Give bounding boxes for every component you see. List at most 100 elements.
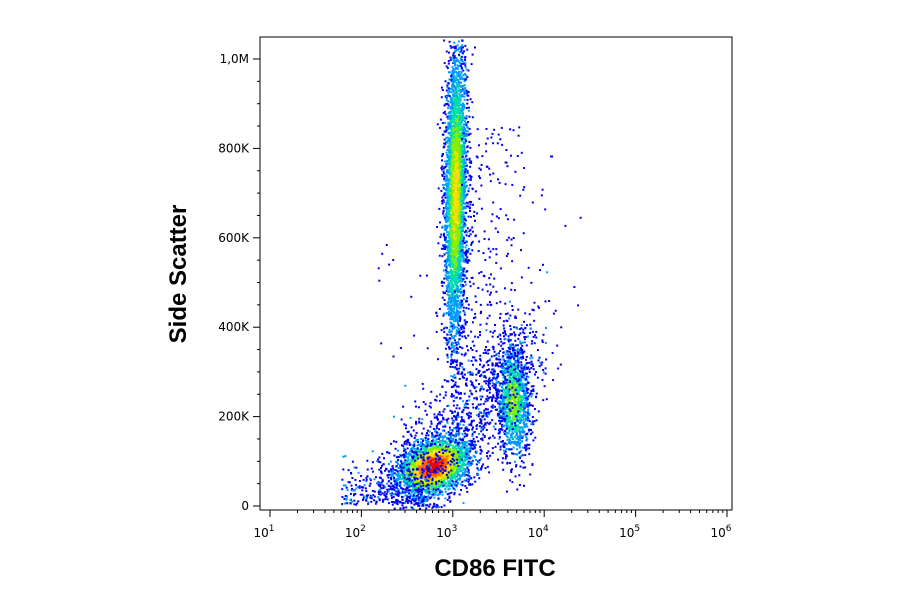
data-point bbox=[403, 440, 406, 443]
data-point bbox=[477, 440, 480, 443]
data-point bbox=[464, 181, 467, 184]
data-point bbox=[447, 459, 450, 462]
data-point bbox=[458, 85, 461, 88]
data-point bbox=[387, 476, 390, 479]
data-point bbox=[448, 90, 451, 93]
data-point bbox=[399, 478, 402, 481]
data-point bbox=[449, 302, 452, 305]
data-point bbox=[458, 227, 461, 229]
data-point bbox=[446, 436, 449, 439]
data-point bbox=[418, 499, 421, 502]
data-point bbox=[459, 256, 462, 259]
data-point bbox=[408, 482, 410, 485]
data-point bbox=[467, 178, 470, 181]
data-point bbox=[438, 444, 441, 447]
data-point bbox=[445, 455, 448, 458]
data-point bbox=[447, 380, 450, 383]
data-point bbox=[449, 436, 452, 438]
data-point bbox=[444, 142, 447, 145]
data-point bbox=[434, 447, 437, 450]
data-point bbox=[373, 490, 376, 493]
data-point bbox=[471, 483, 474, 486]
data-point bbox=[449, 447, 452, 450]
data-point bbox=[414, 434, 417, 437]
data-point bbox=[414, 462, 416, 465]
data-point bbox=[421, 473, 424, 476]
data-point bbox=[447, 294, 450, 297]
data-point bbox=[460, 46, 463, 49]
data-point bbox=[440, 247, 443, 250]
data-point bbox=[412, 487, 415, 490]
data-point bbox=[467, 307, 470, 310]
data-point bbox=[423, 482, 426, 485]
data-point bbox=[457, 131, 460, 134]
data-point bbox=[465, 122, 468, 125]
data-point bbox=[449, 318, 452, 321]
data-point bbox=[389, 468, 392, 471]
data-point bbox=[451, 335, 453, 338]
data-point bbox=[447, 187, 450, 190]
data-point bbox=[426, 487, 429, 490]
data-point bbox=[407, 456, 410, 459]
data-point bbox=[425, 463, 428, 466]
data-point bbox=[459, 100, 462, 103]
data-point bbox=[463, 56, 466, 59]
data-point bbox=[454, 314, 457, 316]
data-point bbox=[432, 436, 435, 439]
data-point bbox=[462, 103, 465, 106]
data-point bbox=[464, 74, 467, 77]
data-point bbox=[417, 498, 420, 501]
data-point bbox=[453, 115, 456, 118]
data-point bbox=[472, 431, 475, 434]
data-point bbox=[461, 153, 464, 156]
data-point bbox=[424, 491, 427, 494]
data-point bbox=[410, 458, 413, 461]
data-point bbox=[466, 345, 468, 348]
data-point bbox=[444, 476, 447, 479]
data-point bbox=[461, 255, 464, 258]
data-point bbox=[439, 440, 441, 443]
data-point bbox=[421, 478, 424, 481]
data-point bbox=[411, 447, 414, 449]
data-point bbox=[463, 80, 466, 83]
data-point bbox=[470, 460, 473, 463]
data-point bbox=[457, 255, 460, 258]
data-point bbox=[453, 151, 456, 154]
data-point bbox=[401, 490, 404, 493]
data-point bbox=[469, 165, 472, 168]
data-point bbox=[444, 452, 446, 455]
data-point bbox=[445, 342, 448, 344]
data-point bbox=[415, 479, 418, 482]
data-point bbox=[447, 162, 450, 165]
data-point bbox=[462, 46, 464, 49]
data-point bbox=[440, 86, 443, 89]
data-point bbox=[399, 473, 402, 476]
data-point bbox=[454, 381, 457, 384]
data-point bbox=[448, 492, 451, 495]
data-point bbox=[431, 432, 433, 435]
data-point bbox=[430, 455, 433, 458]
data-point bbox=[444, 458, 447, 461]
data-point bbox=[446, 199, 449, 202]
data-point bbox=[464, 469, 467, 472]
data-point bbox=[430, 454, 433, 457]
data-point bbox=[467, 90, 470, 93]
data-point bbox=[451, 346, 454, 349]
data-point bbox=[445, 456, 448, 459]
data-point bbox=[445, 127, 448, 130]
data-point bbox=[456, 313, 459, 316]
data-point bbox=[444, 215, 447, 218]
data-point bbox=[406, 462, 409, 465]
data-point bbox=[452, 375, 454, 378]
data-point bbox=[379, 481, 382, 484]
data-point bbox=[395, 460, 397, 463]
data-point bbox=[468, 157, 471, 160]
data-point bbox=[455, 95, 458, 98]
data-point bbox=[478, 459, 481, 462]
data-point bbox=[451, 125, 454, 128]
data-point bbox=[462, 116, 465, 119]
data-point bbox=[413, 474, 416, 477]
data-point bbox=[462, 249, 465, 252]
data-point bbox=[462, 260, 465, 263]
data-point bbox=[451, 307, 453, 310]
